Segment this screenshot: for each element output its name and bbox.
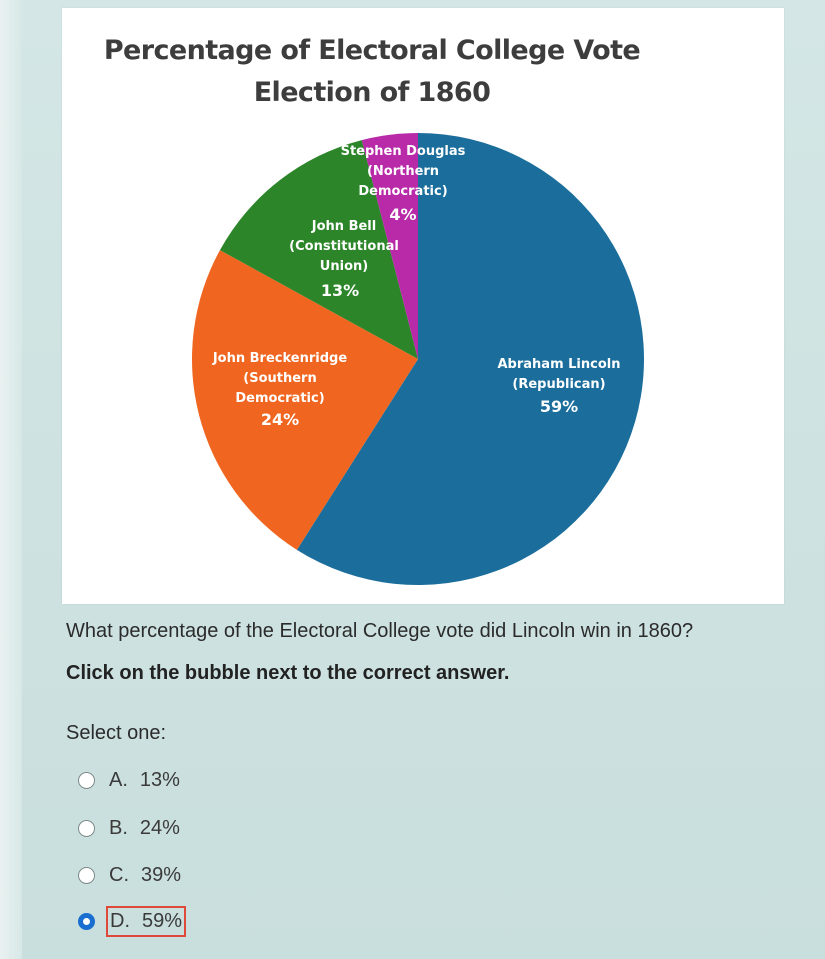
option-d-radio[interactable] bbox=[78, 912, 95, 930]
option-a-radio[interactable] bbox=[78, 771, 95, 789]
slice-value-lincoln: 59% bbox=[540, 397, 578, 416]
slice-label-bell: John Bell (Constitutional Union) bbox=[289, 219, 399, 274]
option-c-letter: C. bbox=[109, 863, 129, 886]
slice-value-douglas: 4% bbox=[389, 205, 416, 224]
option-d-text: 59% bbox=[142, 909, 183, 932]
slice-label-lincoln: Abraham Lincoln (Republican) bbox=[498, 357, 621, 392]
option-d-letter: D. bbox=[110, 909, 130, 932]
pie-slice-breckenridge bbox=[191, 250, 418, 550]
option-b[interactable]: B. 24% bbox=[78, 813, 180, 843]
chart-title-line-2: Election of 1860 bbox=[253, 77, 491, 108]
option-a[interactable]: A. 13% bbox=[78, 765, 180, 795]
option-b-text: 24% bbox=[139, 816, 180, 839]
question-text: What percentage of the Electoral College… bbox=[66, 620, 694, 642]
slice-label-breckenridge: John Breckenridge (Southern Democratic) bbox=[212, 351, 347, 406]
pie-chart: Abraham Lincoln (Republican) 59% John Breck… bbox=[191, 133, 645, 585]
pie-slice-douglas bbox=[361, 133, 418, 359]
option-d[interactable]: D. 59% bbox=[78, 905, 187, 937]
option-b-letter: B. bbox=[109, 816, 128, 839]
pie-slice-lincoln bbox=[296, 133, 645, 585]
slice-value-breckenridge: 24% bbox=[261, 410, 299, 429]
slice-label-douglas: Stephen Douglas (Northern Democratic) bbox=[341, 144, 466, 199]
option-a-text: 13% bbox=[139, 768, 180, 791]
pie-slice-bell bbox=[219, 140, 418, 359]
slice-value-bell: 13% bbox=[321, 281, 359, 300]
question-instruction: Click on the bubble next to the correct … bbox=[66, 662, 510, 684]
chart-title-line-1: Percentage of Electoral College Vote bbox=[103, 35, 641, 66]
option-c[interactable]: C. 39% bbox=[78, 860, 181, 890]
option-b-radio[interactable] bbox=[78, 819, 95, 837]
chart-image: Percentage of Electoral College Vote Ele… bbox=[62, 8, 784, 604]
option-a-letter: A. bbox=[109, 768, 128, 791]
select-one-label: Select one: bbox=[66, 722, 167, 744]
left-margin-strip bbox=[0, 0, 22, 959]
option-c-text: 39% bbox=[141, 863, 182, 886]
chart-title: Percentage of Electoral College Vote Ele… bbox=[62, 30, 682, 114]
option-d-answer-highlight: D. 59% bbox=[106, 905, 187, 937]
option-c-radio[interactable] bbox=[78, 866, 95, 884]
